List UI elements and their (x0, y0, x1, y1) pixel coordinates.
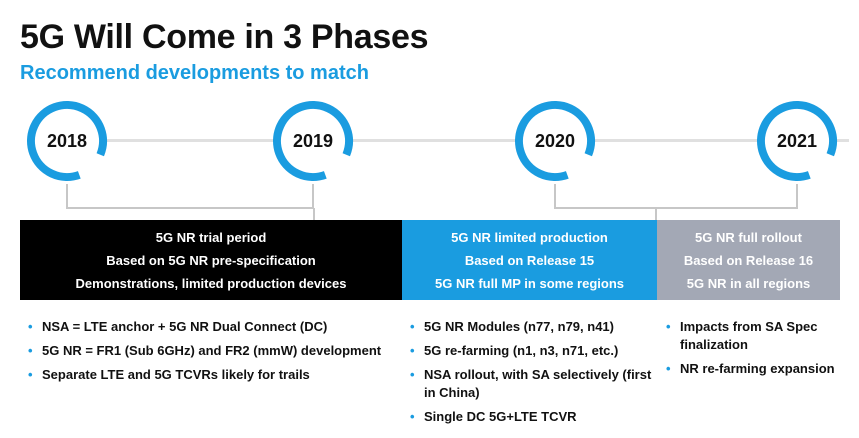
milestone-2021: 2021 (754, 98, 840, 184)
phase-line: 5G NR in all regions (686, 275, 811, 291)
phase-line: 5G NR full MP in some regions (434, 275, 624, 291)
connector-line (66, 207, 314, 209)
connector-line (313, 208, 315, 220)
connector-line (655, 208, 657, 220)
list-item: • Separate LTE and 5G TCVRs likely for tr… (28, 366, 388, 384)
list-item: • NR re-farming expansion (666, 360, 846, 378)
milestone-year: 2021 (776, 130, 818, 151)
bullet-text: NR re-farming expansion (680, 361, 835, 376)
milestone-2018: 2018 (24, 98, 110, 184)
connector-line (312, 184, 314, 208)
page-title: 5G Will Come in 3 Phases (20, 18, 429, 56)
list-item: • 5G NR = FR1 (Sub 6GHz) and FR2 (mmW) de… (28, 342, 388, 360)
page-subtitle: Recommend developments to match (20, 62, 369, 84)
connector-line (796, 184, 798, 208)
phase-1-bullets: • NSA = LTE anchor + 5G NR Dual Connect (… (28, 318, 388, 390)
list-item: • NSA = LTE anchor + 5G NR Dual Connect (… (28, 318, 388, 336)
connector-line (554, 207, 798, 209)
phase-line: 5G NR limited production (451, 229, 608, 245)
milestone-year: 2018 (46, 130, 88, 151)
phase-line: Demonstrations, limited production devic… (75, 275, 347, 291)
phase-line: Based on Release 15 (464, 252, 595, 268)
phase-box-1: 5G NR trial period Based on 5G NR pre-sp… (20, 220, 402, 300)
phase-3-bullets: • Impacts from SA Spec finalization • NR r… (666, 318, 846, 384)
bullet-dot-icon: • (28, 343, 33, 358)
list-item: • Single DC 5G+LTE TCVR (410, 408, 655, 426)
bullet-dot-icon: • (28, 319, 33, 334)
milestone-year: 2019 (292, 130, 334, 151)
ring-icon (515, 101, 595, 181)
phase-line: Based on Release 16 (683, 252, 814, 268)
bullet-dot-icon: • (410, 367, 415, 382)
list-item: • 5G NR Modules (n77, n79, n41) (410, 318, 655, 336)
milestone-year: 2020 (534, 130, 576, 151)
phase-2-bullets: • 5G NR Modules (n77, n79, n41) • 5G re-fa… (410, 318, 655, 432)
bullet-text: 5G NR = FR1 (Sub 6GHz) and FR2 (mmW) dev… (42, 343, 382, 358)
ring-icon (757, 101, 837, 181)
bullet-text: Impacts from SA Spec finalization (680, 319, 818, 352)
phase-line: 5G NR full rollout (695, 229, 802, 245)
bullet-text: NSA = LTE anchor + 5G NR Dual Connect (D… (42, 319, 328, 334)
phase-box-2: 5G NR limited production Based on Releas… (402, 220, 657, 300)
milestone-2020: 2020 (512, 98, 598, 184)
bullet-text: NSA rollout, with SA selectively (first … (424, 367, 652, 400)
bullet-dot-icon: • (666, 361, 671, 376)
list-item: • 5G re-farming (n1, n3, n71, etc.) (410, 342, 655, 360)
bullet-dot-icon: • (666, 319, 671, 334)
bullet-dot-icon: • (28, 367, 33, 382)
bullet-text: Single DC 5G+LTE TCVR (424, 409, 577, 424)
connector-line (66, 184, 68, 208)
milestone-2019: 2019 (270, 98, 356, 184)
phase-line: Based on 5G NR pre-specification (106, 252, 316, 268)
ring-icon (273, 101, 354, 181)
timeline-line (30, 139, 849, 142)
bullet-text: 5G NR Modules (n77, n79, n41) (424, 319, 614, 334)
bullet-text: 5G re-farming (n1, n3, n71, etc.) (424, 343, 619, 358)
phase-box-3: 5G NR full rollout Based on Release 16 5… (657, 220, 840, 300)
bullet-dot-icon: • (410, 343, 415, 358)
bullet-dot-icon: • (410, 409, 415, 424)
ring-icon (27, 101, 107, 181)
list-item: • Impacts from SA Spec finalization (666, 318, 846, 354)
bullet-text: Separate LTE and 5G TCVRs likely for tra… (42, 367, 310, 382)
list-item: • NSA rollout, with SA selectively (first… (410, 366, 655, 402)
bullet-dot-icon: • (410, 319, 415, 334)
connector-line (554, 184, 556, 208)
phase-line: 5G NR trial period (155, 229, 267, 245)
